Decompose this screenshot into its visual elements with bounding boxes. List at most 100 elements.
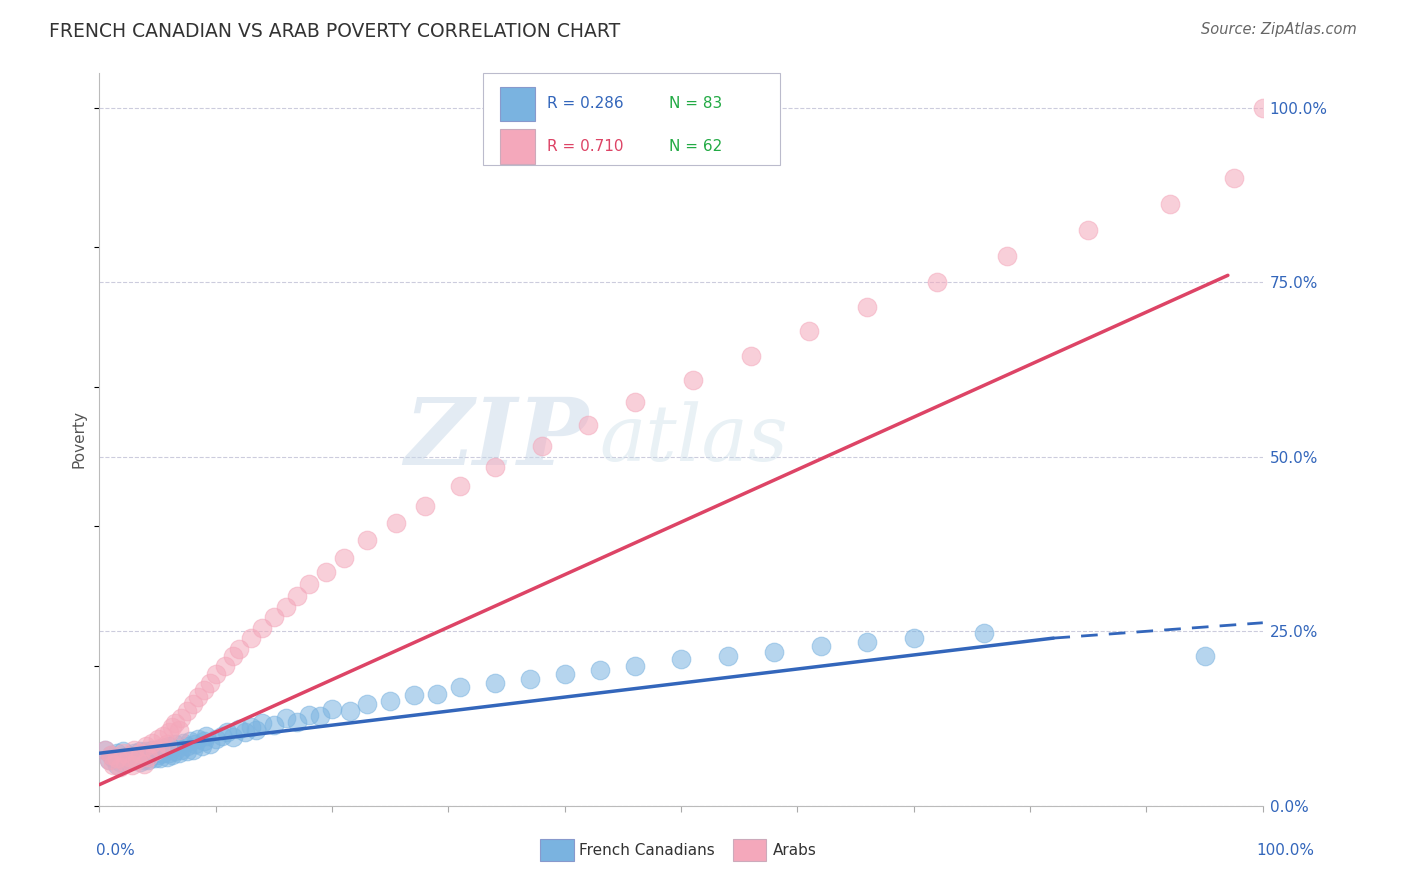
Point	[121, 758, 143, 772]
Point	[263, 610, 285, 624]
Point	[193, 734, 215, 748]
Point	[239, 720, 262, 734]
Point	[810, 640, 832, 654]
Point	[146, 732, 169, 747]
Point	[321, 702, 343, 716]
Point	[160, 720, 183, 734]
Point	[285, 714, 308, 729]
Point	[121, 753, 143, 767]
Point	[165, 744, 187, 758]
Point	[274, 599, 297, 614]
Point	[380, 694, 402, 708]
Point	[856, 634, 879, 648]
Point	[228, 641, 250, 656]
Point	[669, 652, 692, 666]
Point	[252, 621, 274, 635]
Y-axis label: Poverty: Poverty	[72, 410, 86, 468]
Point	[165, 737, 187, 751]
Point	[1222, 170, 1244, 185]
Point	[124, 743, 146, 757]
Point	[114, 753, 136, 767]
Point	[105, 758, 128, 772]
Point	[339, 705, 361, 719]
Point	[233, 725, 256, 739]
Point	[214, 659, 236, 673]
Text: FRENCH CANADIAN VS ARAB POVERTY CORRELATION CHART: FRENCH CANADIAN VS ARAB POVERTY CORRELAT…	[49, 22, 620, 41]
Point	[167, 723, 190, 738]
Point	[97, 753, 120, 767]
Point	[127, 751, 149, 765]
Text: atlas: atlas	[600, 401, 789, 477]
Point	[239, 631, 262, 645]
Point	[263, 718, 285, 732]
Point	[211, 729, 233, 743]
Point	[903, 631, 925, 645]
Point	[925, 275, 948, 289]
Point	[103, 751, 125, 765]
Text: Source: ZipAtlas.com: Source: ZipAtlas.com	[1201, 22, 1357, 37]
Point	[195, 729, 218, 743]
Point	[554, 667, 576, 681]
Text: ZIP: ZIP	[404, 394, 588, 484]
Point	[187, 690, 209, 705]
FancyBboxPatch shape	[484, 73, 780, 164]
Point	[623, 395, 645, 409]
Point	[1077, 223, 1099, 237]
Point	[105, 746, 128, 760]
Point	[100, 748, 122, 763]
Point	[332, 550, 354, 565]
Point	[484, 460, 506, 475]
Point	[129, 744, 152, 758]
Point	[129, 756, 152, 770]
Point	[530, 439, 553, 453]
Point	[157, 746, 180, 760]
Point	[149, 741, 172, 756]
Point	[160, 748, 183, 763]
Point	[856, 300, 879, 314]
Point	[285, 589, 308, 603]
Point	[1194, 648, 1216, 663]
Point	[117, 749, 139, 764]
Point	[484, 676, 506, 690]
Point	[176, 705, 198, 719]
Point	[117, 748, 139, 763]
Point	[740, 349, 762, 363]
Point	[136, 753, 159, 767]
Point	[124, 746, 146, 760]
Text: N = 83: N = 83	[669, 96, 723, 112]
Point	[274, 711, 297, 725]
Point	[519, 672, 541, 686]
Point	[309, 709, 332, 723]
Point	[298, 576, 321, 591]
Point	[413, 499, 436, 513]
Text: Arabs: Arabs	[773, 843, 817, 857]
Point	[797, 324, 820, 338]
Point	[165, 716, 187, 731]
Point	[181, 743, 204, 757]
Point	[170, 743, 193, 757]
Point	[181, 698, 204, 712]
Point	[132, 756, 155, 771]
Text: R = 0.710: R = 0.710	[547, 139, 624, 153]
Point	[252, 716, 274, 731]
Point	[136, 749, 159, 764]
Point	[402, 689, 425, 703]
Text: R = 0.286: R = 0.286	[547, 96, 624, 112]
Point	[204, 667, 226, 681]
Point	[141, 743, 163, 757]
Point	[152, 741, 174, 756]
Point	[449, 680, 471, 694]
Point	[167, 746, 190, 760]
Point	[141, 748, 163, 763]
Point	[426, 687, 449, 701]
Point	[135, 744, 157, 758]
Point	[141, 736, 163, 750]
Point	[191, 739, 214, 754]
Point	[717, 648, 740, 663]
Point	[198, 676, 221, 690]
Point	[576, 418, 599, 433]
Text: 0.0%: 0.0%	[96, 843, 135, 858]
Point	[146, 748, 169, 763]
Point	[356, 698, 378, 712]
Point	[135, 739, 157, 754]
